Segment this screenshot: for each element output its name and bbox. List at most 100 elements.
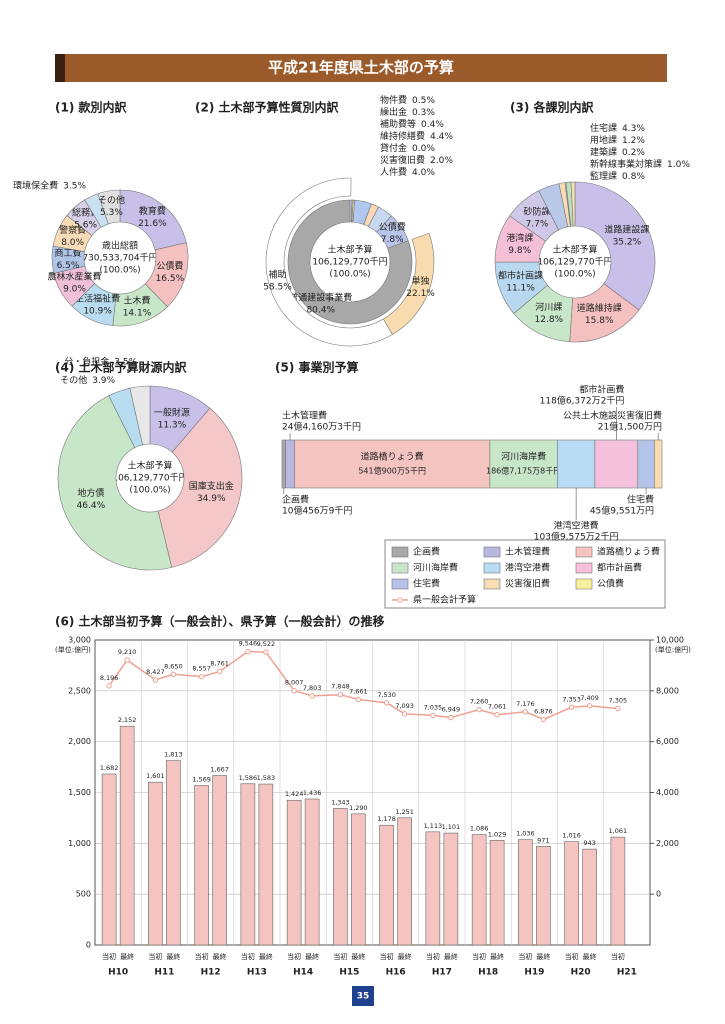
point-label: 7,848 xyxy=(331,683,350,691)
x-tick-label: 当初 xyxy=(241,952,255,961)
line-point xyxy=(124,657,130,663)
segment-name: 物件費 xyxy=(380,94,407,106)
bar xyxy=(258,783,274,946)
segment-name: 建築課 xyxy=(590,146,617,158)
segment-value: 15.8% xyxy=(585,316,614,326)
x-tick-label: 最終 xyxy=(259,952,273,961)
bar-segment xyxy=(557,439,596,489)
center-label: 土木部予算 xyxy=(127,460,172,472)
bar xyxy=(166,760,181,946)
segment-label: 普通建設事業費 xyxy=(289,291,352,303)
y2-tick-label: 8,000 xyxy=(656,686,679,695)
x-tick-label: 最終 xyxy=(444,952,458,961)
x-tick-label: 当初 xyxy=(148,952,162,961)
y2-tick-label: 4,000 xyxy=(656,788,679,797)
line-point xyxy=(355,696,362,703)
bar-label: 1,036 xyxy=(516,830,535,838)
segment-value: 0.2% xyxy=(622,148,645,158)
segment-value: 0.5% xyxy=(412,96,435,106)
x-tick-label: 最終 xyxy=(166,952,180,961)
segment-value: 7.8% xyxy=(381,235,404,245)
bar xyxy=(582,848,597,946)
segment-label: 新幹線事業対策課 1.0% xyxy=(590,158,690,170)
segment-value: 541億900万5千円 xyxy=(358,466,426,476)
bar-label: 1,601 xyxy=(146,772,165,780)
segment-label: 企画費 xyxy=(282,494,309,506)
segment-value: 4.3% xyxy=(622,124,645,134)
group-label: H13 xyxy=(247,968,267,978)
x-tick-label: 当初 xyxy=(333,952,347,961)
x-tick-label: 最終 xyxy=(398,952,412,961)
segment-label: 都市計画課 xyxy=(498,269,543,281)
bar-segment xyxy=(489,439,558,489)
y2-tick-label: 0 xyxy=(656,890,661,899)
x-tick-label: 最終 xyxy=(213,952,227,961)
donut-segment xyxy=(574,181,656,311)
segment-name: 貸付金 xyxy=(380,142,407,154)
bar xyxy=(489,840,505,946)
y2-tick-label: 2,000 xyxy=(656,839,679,848)
segment-label: 補助費等 0.4% xyxy=(380,118,444,130)
segment-value: 21.6% xyxy=(138,219,167,229)
segment-label: 農林水産業費 xyxy=(48,271,102,283)
center-label: 土木部予算 xyxy=(552,244,597,256)
segment-label: 物件費 0.5% xyxy=(380,94,435,106)
point-label: 8,557 xyxy=(192,665,211,673)
segment-value: 11.3% xyxy=(158,420,187,430)
bar xyxy=(518,839,533,946)
bar-label: 1,813 xyxy=(164,751,183,759)
segment-value: 22.1% xyxy=(406,289,435,299)
bar xyxy=(397,817,412,946)
segment-label: 人件費 4.0% xyxy=(380,166,435,178)
legend-swatch xyxy=(575,546,593,558)
legend-point xyxy=(397,597,403,603)
segment-name: 環境保全費 xyxy=(13,179,58,191)
bar-segment xyxy=(637,439,655,489)
group-label: H12 xyxy=(201,968,221,978)
segment-value: 6.5% xyxy=(57,261,80,271)
x-tick-label: 当初 xyxy=(426,952,440,961)
segment-value: 2.0% xyxy=(430,156,453,166)
segment-name: 繰出金 xyxy=(380,106,407,118)
segment-label: 貸付金 0.0% xyxy=(380,142,435,154)
point-label: 7,661 xyxy=(349,687,368,695)
y-axis-label: (単位:億円) xyxy=(55,645,91,654)
x-tick-label: 最終 xyxy=(490,952,504,961)
segment-value: 5.3% xyxy=(100,208,123,218)
legend-label: 道路橋りょう費 xyxy=(597,546,660,558)
bar xyxy=(286,799,302,946)
legend-swatch xyxy=(391,562,409,574)
bar-label: 1,667 xyxy=(210,766,229,774)
bar-label: 1,101 xyxy=(442,823,461,831)
group-label: H11 xyxy=(154,968,174,978)
donut-segment xyxy=(570,181,576,227)
point-label: 7,093 xyxy=(395,702,414,710)
bar xyxy=(351,813,366,946)
legend-label: 土木管理費 xyxy=(505,546,550,558)
x-tick-label: 最終 xyxy=(305,952,319,961)
point-label: 7,305 xyxy=(609,696,628,704)
line-point xyxy=(430,712,436,719)
page-title: 平成21年度県土木部の予算 xyxy=(268,59,454,77)
segment-value: 11.1% xyxy=(506,283,535,293)
segment-label: 土木管理費 xyxy=(282,410,327,422)
segment-value: 10億456万9千円 xyxy=(282,505,352,517)
group-label: H20 xyxy=(571,968,591,978)
segment-value: 4.4% xyxy=(430,132,453,142)
line-point xyxy=(522,709,529,715)
segment-name: 災害復旧費 xyxy=(380,154,425,166)
segment-label: 河川海岸費 xyxy=(501,451,546,463)
legend-label: 都市計画費 xyxy=(597,562,642,574)
segment-label: 災害復旧費 2.0% xyxy=(380,154,453,166)
point-label: 7,061 xyxy=(488,703,507,711)
center-label: 730,533,704千円 xyxy=(82,253,157,264)
bar xyxy=(304,798,320,946)
segment-label: その他 xyxy=(98,194,125,206)
segment-value: 8.0% xyxy=(61,238,84,248)
y-tick-label: 0 xyxy=(86,941,91,950)
segment-name: 分・負担金 xyxy=(64,355,109,367)
bar-label: 1,682 xyxy=(100,764,119,772)
segment-label: 環境保全費 3.5% xyxy=(13,179,86,191)
group-label: H19 xyxy=(524,968,544,978)
